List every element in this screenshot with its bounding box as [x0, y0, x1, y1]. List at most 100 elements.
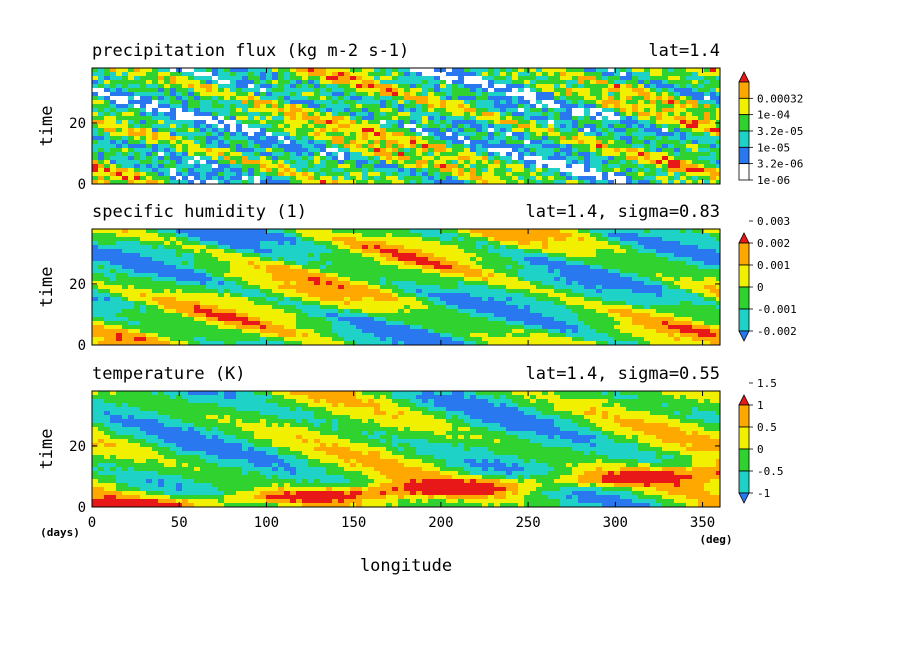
heatmap-cell: [356, 136, 363, 141]
heatmap-cell: [530, 297, 537, 302]
heatmap-cell: [710, 112, 717, 117]
heatmap-cell: [524, 124, 531, 129]
heatmap-cell: [290, 172, 297, 177]
heatmap-cell: [602, 152, 609, 157]
heatmap-cell: [626, 68, 633, 73]
heatmap-cell: [428, 172, 435, 177]
heatmap-cell: [638, 140, 645, 145]
heatmap-cell: [602, 76, 609, 81]
heatmap-cell: [530, 136, 537, 141]
heatmap-cell: [596, 68, 603, 73]
heatmap-cell: [632, 84, 639, 89]
heatmap-cell: [104, 104, 111, 109]
heatmap-cell: [518, 152, 525, 157]
heatmap-cell: [476, 273, 483, 278]
heatmap-cell: [188, 297, 195, 302]
heatmap-cell: [614, 281, 621, 286]
heatmap-cell: [212, 124, 219, 129]
heatmap-cell: [242, 293, 249, 298]
heatmap-cell: [662, 160, 669, 165]
heatmap-cell: [572, 168, 579, 173]
heatmap-cell: [302, 132, 309, 137]
heatmap-cell: [110, 257, 117, 262]
heatmap-cell: [686, 124, 693, 129]
heatmap-cell: [278, 84, 285, 89]
heatmap-cell: [302, 76, 309, 81]
heatmap-cell: [554, 72, 561, 77]
heatmap-cell: [104, 245, 111, 250]
heatmap-cell: [308, 253, 315, 258]
heatmap-cell: [104, 128, 111, 133]
heatmap-cell: [176, 160, 183, 165]
heatmap-cell: [578, 273, 585, 278]
heatmap-cell: [602, 92, 609, 97]
heatmap-cell: [182, 92, 189, 97]
heatmap-cell: [506, 84, 513, 89]
heatmap-cell: [560, 152, 567, 157]
heatmap-cell: [428, 144, 435, 149]
heatmap-cell: [152, 261, 159, 266]
heatmap-cell: [464, 229, 471, 234]
heatmap-cell: [290, 148, 297, 153]
heatmap-cell: [716, 176, 720, 181]
heatmap-cell: [422, 80, 429, 85]
heatmap-cell: [170, 277, 177, 282]
heatmap-cell: [380, 253, 387, 258]
heatmap-cell: [482, 88, 489, 93]
heatmap-cell: [218, 241, 225, 246]
heatmap-cell: [650, 285, 657, 290]
heatmap-cell: [152, 100, 159, 105]
heatmap-cell: [608, 160, 615, 165]
heatmap-cell: [164, 293, 171, 298]
heatmap-cell: [434, 120, 441, 125]
heatmap-cell: [584, 273, 591, 278]
heatmap-cell: [92, 273, 99, 278]
heatmap-cell: [560, 265, 567, 270]
heatmap-cell: [686, 148, 693, 153]
heatmap-cell: [374, 237, 381, 242]
heatmap-cell: [614, 92, 621, 97]
heatmap-cell: [338, 140, 345, 145]
heatmap-cell: [212, 120, 219, 125]
heatmap-cell: [152, 132, 159, 137]
heatmap-cell: [254, 84, 261, 89]
heatmap-cell: [548, 96, 555, 101]
heatmap-cell: [146, 273, 153, 278]
heatmap-cell: [308, 237, 315, 242]
heatmap-cell: [242, 140, 249, 145]
heatmap-cell: [98, 285, 105, 290]
heatmap-cell: [554, 100, 561, 105]
heatmap-cell: [506, 241, 513, 246]
heatmap-cell: [572, 120, 579, 125]
heatmap-cell: [620, 76, 627, 81]
heatmap-cell: [470, 144, 477, 149]
heatmap-cell: [194, 245, 201, 250]
heatmap-cell: [236, 156, 243, 161]
heatmap-cell: [158, 164, 165, 169]
heatmap-cell: [470, 293, 477, 298]
heatmap-cell: [194, 104, 201, 109]
heatmap-cell: [134, 237, 141, 242]
heatmap-cell: [188, 76, 195, 81]
heatmap-cell: [296, 233, 303, 238]
heatmap-cell: [392, 273, 399, 278]
heatmap-cell: [626, 289, 633, 294]
heatmap-cell: [716, 277, 720, 282]
heatmap-cell: [128, 249, 135, 254]
heatmap-cell: [650, 229, 657, 234]
heatmap-cell: [92, 269, 99, 274]
heatmap-cell: [350, 136, 357, 141]
heatmap-cell: [428, 76, 435, 81]
colorbar-segment: [738, 81, 750, 99]
heatmap-cell: [644, 68, 651, 73]
heatmap-cell: [548, 116, 555, 121]
heatmap-cell: [470, 245, 477, 250]
heatmap-cell: [140, 152, 147, 157]
heatmap-cell: [146, 112, 153, 117]
heatmap-cell: [248, 144, 255, 149]
heatmap-cell: [314, 249, 321, 254]
heatmap-cell: [662, 92, 669, 97]
heatmap-cell: [362, 289, 369, 294]
heatmap-cell: [584, 229, 591, 234]
heatmap-cell: [314, 84, 321, 89]
